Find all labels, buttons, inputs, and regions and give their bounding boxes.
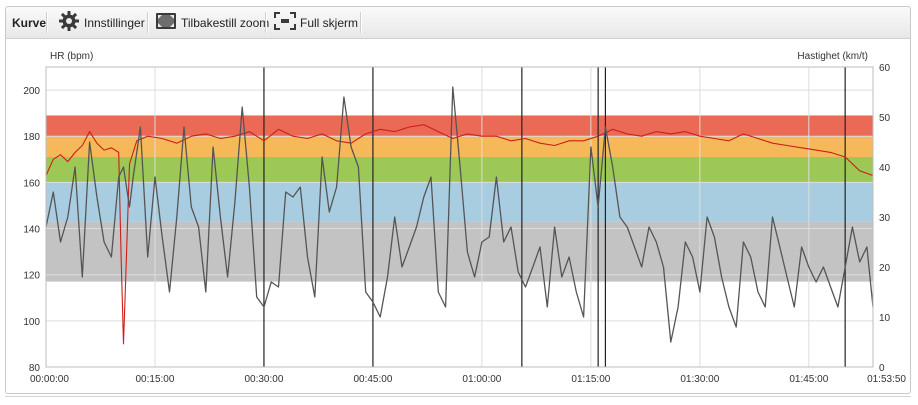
y-tick-label: 120 (23, 271, 40, 282)
hr-zone-band (46, 136, 873, 157)
fullscreen-label: Full skjerm (300, 15, 359, 30)
y-tick-label: 180 (23, 132, 40, 143)
x-tick-label: 01:15:00 (571, 374, 610, 385)
x-tick-label: 01:30:00 (680, 374, 719, 385)
y2-tick-label: 10 (879, 313, 891, 324)
chart-toolbar: Kurve Innstillinger (6, 7, 910, 39)
y-axis-title: HR (bpm) (50, 51, 93, 62)
toolbar-separator (147, 12, 149, 33)
fullscreen-button[interactable]: Full skjerm (274, 7, 358, 38)
x-tick-label: 00:45:00 (353, 374, 392, 385)
panel-bottom-border (5, 396, 911, 397)
reset-zoom-button[interactable]: Tilbakestill zoom (155, 7, 269, 38)
hr-zone-band (46, 221, 873, 282)
x-tick-label: 00:00:00 (30, 374, 69, 385)
y-tick-label: 80 (29, 363, 41, 374)
plot-frame (45, 66, 874, 368)
x-tick-label: 01:53:50 (867, 374, 906, 385)
y2-tick-label: 30 (879, 213, 891, 224)
y2-tick-label: 50 (879, 113, 891, 124)
gear-icon (58, 10, 80, 35)
x-tick-label: 01:00:00 (462, 374, 501, 385)
toolbar-separator (360, 12, 362, 33)
y2-tick-label: 20 (879, 263, 891, 274)
y-tick-label: 200 (23, 86, 40, 97)
settings-label: Innstillinger (84, 15, 145, 30)
x-tick-label: 01:45:00 (789, 374, 828, 385)
fullscreen-icon (274, 12, 296, 33)
y-tick-label: 140 (23, 225, 40, 236)
toolbar-separator (265, 12, 267, 33)
hr-series-line (45, 124, 874, 345)
speed-series-line (45, 86, 874, 343)
reset-zoom-label: Tilbakestill zoom (181, 15, 270, 30)
y-tick-label: 160 (23, 178, 40, 189)
y2-tick-label: 60 (879, 63, 891, 74)
hr-zone-band (46, 115, 873, 137)
y-tick-label: 100 (23, 317, 40, 328)
chart-title: Kurve (12, 15, 47, 30)
y2-axis-title: Hastighet (km/t) (797, 51, 868, 62)
x-tick-label: 00:30:00 (244, 374, 283, 385)
y2-tick-label: 40 (879, 163, 891, 174)
hr-zone-band (46, 182, 873, 222)
reset-zoom-icon (155, 12, 177, 33)
x-tick-label: 00:15:00 (136, 374, 175, 385)
y2-tick-label: 0 (879, 363, 885, 374)
toolbar-separator (46, 12, 48, 33)
settings-button[interactable]: Innstillinger (58, 7, 145, 38)
